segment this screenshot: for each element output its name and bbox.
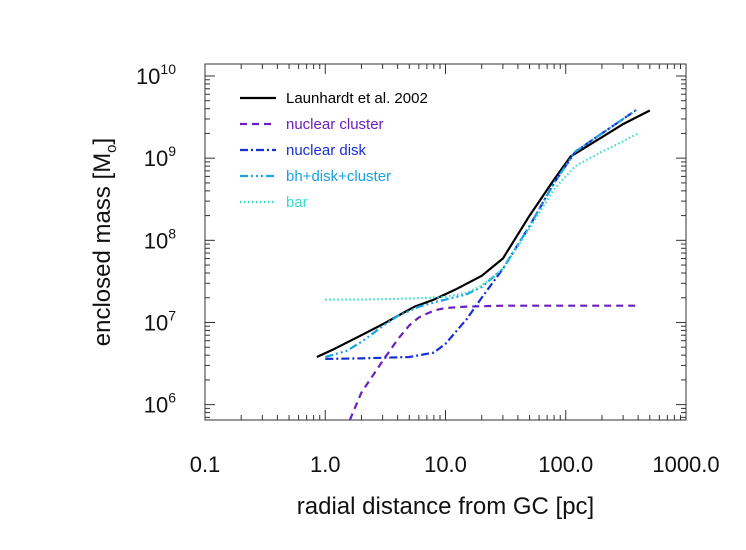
y-tick-label: 108 xyxy=(144,225,176,253)
y-axis-title-main: enclosed mass [M xyxy=(89,153,116,346)
y-tick-label: 106 xyxy=(144,390,176,418)
x-tick-label: 0.1 xyxy=(190,452,221,477)
legend-label-bh-disk-cluster: bh+disk+cluster xyxy=(286,168,391,185)
y-axis-title: enclosed mass [Mo] xyxy=(89,138,120,346)
y-tick-label: 109 xyxy=(144,143,176,171)
y-axis-title-subscript: o xyxy=(103,144,120,152)
series-line-launhardt-et-al-2002 xyxy=(316,109,651,358)
series-line-bh-disk-cluster xyxy=(324,107,639,359)
y-tick-label: 107 xyxy=(144,307,176,335)
legend-label-nuclear-disk: nuclear disk xyxy=(286,142,367,159)
y-tick-label: 1010 xyxy=(136,61,176,89)
legend-label-launhardt-et-al-2002: Launhardt et al. 2002 xyxy=(286,90,428,107)
legend-label-bar: bar xyxy=(286,194,308,211)
legend-label-nuclear-cluster: nuclear cluster xyxy=(286,116,384,133)
x-tick-label: 1.0 xyxy=(310,452,341,477)
x-axis-title: radial distance from GC [pc] xyxy=(297,493,594,520)
series-layer xyxy=(316,107,651,421)
axis-ticks xyxy=(204,64,687,420)
series-line-nuclear-cluster xyxy=(348,304,639,421)
legend: Launhardt et al. 2002 nuclear cluster nucl… xyxy=(240,90,428,211)
x-tick-label: 10.0 xyxy=(424,452,467,477)
y-axis-title-close: ] xyxy=(89,138,116,145)
x-tick-label: 100.0 xyxy=(538,452,593,477)
series-line-bar xyxy=(325,132,639,301)
x-tick-label: 1000.0 xyxy=(652,452,719,477)
